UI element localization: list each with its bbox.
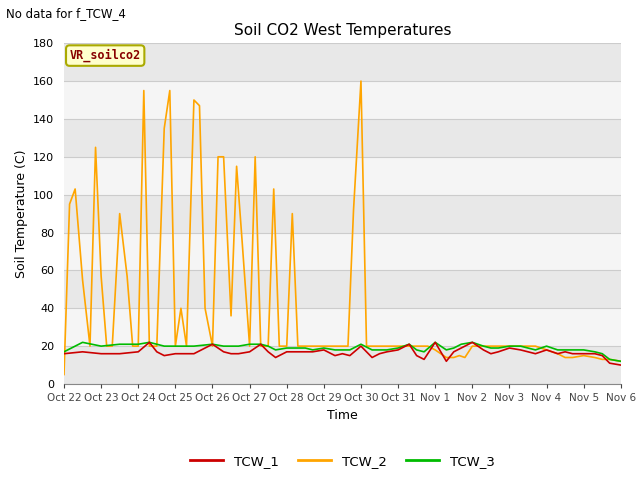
TCW_1 <box>309 349 317 355</box>
Title: Soil CO2 West Temperatures: Soil CO2 West Temperatures <box>234 23 451 38</box>
TCW_3 <box>246 341 253 347</box>
TCW_1 <box>569 351 577 357</box>
TCW_3 <box>309 347 317 353</box>
Bar <box>64 43 621 81</box>
TCW_2 <box>289 211 296 216</box>
TCW_2 <box>479 343 487 349</box>
TCW_2 <box>66 201 74 207</box>
Text: No data for f_TCW_4: No data for f_TCW_4 <box>6 7 126 20</box>
Y-axis label: Soil Temperature (C): Soil Temperature (C) <box>15 149 28 278</box>
TCW_1 <box>161 353 168 359</box>
TCW_3 <box>220 343 227 349</box>
Bar <box>64 81 621 119</box>
TCW_2 <box>456 353 463 359</box>
TCW_2 <box>312 343 320 349</box>
TCW_1 <box>145 339 153 345</box>
TCW_2 <box>92 144 99 150</box>
Line: TCW_2: TCW_2 <box>64 81 621 374</box>
TCW_3 <box>606 357 614 362</box>
TCW_1 <box>246 349 253 355</box>
TCW_3 <box>161 343 168 349</box>
Text: VR_soilco2: VR_soilco2 <box>70 49 141 62</box>
TCW_3 <box>79 339 86 345</box>
TCW_3 <box>617 359 625 364</box>
Bar <box>64 232 621 270</box>
Line: TCW_3: TCW_3 <box>64 342 621 361</box>
TCW_3 <box>569 347 577 353</box>
Bar <box>64 119 621 157</box>
Bar <box>64 270 621 308</box>
Bar <box>64 346 621 384</box>
X-axis label: Time: Time <box>327 408 358 421</box>
TCW_1 <box>606 360 614 366</box>
Bar <box>64 195 621 232</box>
Line: TCW_1: TCW_1 <box>64 342 621 365</box>
Bar <box>64 157 621 195</box>
TCW_1 <box>60 351 68 357</box>
TCW_3 <box>60 349 68 355</box>
TCW_2 <box>60 372 68 377</box>
TCW_2 <box>617 359 625 364</box>
TCW_1 <box>220 349 227 355</box>
Bar <box>64 308 621 346</box>
TCW_2 <box>357 78 365 84</box>
TCW_1 <box>617 362 625 368</box>
Legend: TCW_1, TCW_2, TCW_3: TCW_1, TCW_2, TCW_3 <box>185 449 500 473</box>
